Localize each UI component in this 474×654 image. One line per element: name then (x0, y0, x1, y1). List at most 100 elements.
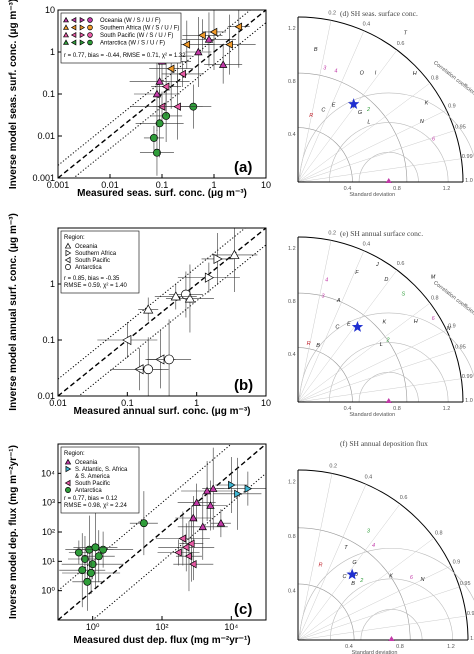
data-point (213, 253, 223, 265)
corr-tick-label: 0.99 (467, 611, 474, 617)
corr-tick-label: 0.8 (431, 75, 439, 81)
legend-marker (63, 39, 69, 45)
taylor-diagram-3: 0.2 0.4 0.6 0.8 0.9 0.95 0.99 1.0 1.2 0.8 0.4 0.4 0.… (284, 436, 474, 654)
legend-marker (65, 249, 72, 257)
data-point (143, 304, 154, 314)
std-tick-label-x: 1.2 (443, 186, 451, 192)
legend-marker (63, 24, 69, 30)
data-point (174, 548, 182, 557)
scatter-panel-a: 0.001 0.01 0.1 1 10 0.001 0.01 0.1 1 10 Measured s… (8, 0, 271, 199)
legend-marker (70, 39, 77, 46)
data-point (74, 548, 83, 557)
data-point (143, 364, 154, 375)
taylor-frame (284, 436, 472, 648)
stats-text: r = 0.85, bias = -0.35 (64, 276, 120, 282)
legend-marker (64, 256, 71, 264)
corr-ray (297, 329, 447, 403)
model-label: C (342, 574, 346, 580)
corr-ray (297, 269, 398, 403)
y-tick-label: 10² (42, 527, 55, 537)
data-point (99, 545, 108, 554)
rms-arc (299, 312, 474, 403)
model-label: B (351, 581, 355, 587)
y-tick-label: 0.01 (37, 131, 55, 141)
std-axis-label: Standard deviation (349, 412, 395, 418)
legend-label: & S. America (75, 474, 110, 480)
legend: Oceania (W / S / U / F) Southern Africa (… (60, 12, 186, 64)
model-label: K (425, 100, 429, 106)
std-tick-label-x: 0.8 (393, 406, 401, 412)
model-label: T (344, 545, 348, 551)
corr-tick-label: 0.6 (400, 495, 408, 501)
corr-tick-label: 0.99 (462, 154, 473, 160)
data-point (204, 35, 214, 43)
corr-tick-label: 0.2 (328, 10, 336, 16)
corr-ray (297, 250, 365, 403)
x-tick-label: 0.001 (47, 180, 70, 190)
corr-ray (297, 473, 333, 641)
legend-label: Antarctica (75, 265, 102, 271)
data-point (87, 569, 96, 577)
legend-label: Oceania (75, 244, 98, 250)
legend-marker (70, 17, 77, 23)
y-axis-label: Inverse model seas. surf. conc. (μg m⁻³) (8, 0, 19, 189)
corr-tick-label: 0.4 (365, 475, 373, 481)
legend-label: South Pacific (75, 258, 110, 264)
corr-ray (297, 503, 401, 641)
x-tick-label: 10 (261, 180, 271, 190)
legend-marker (65, 465, 72, 473)
model-label: E (347, 322, 351, 328)
std-tick-label: 0.8 (288, 534, 296, 540)
std-arc (297, 127, 353, 183)
rms-arc (360, 609, 423, 641)
std-tick-label-x: 1.2 (443, 406, 451, 412)
data-point (206, 501, 215, 509)
std-tick-label: 0.4 (288, 132, 296, 138)
legend-label: S. Atlantic, S. Africa (75, 467, 128, 473)
corr-ray (297, 537, 435, 641)
model-label: 6 (432, 316, 436, 322)
data-point (178, 534, 187, 543)
corr-ray (297, 49, 398, 183)
y-tick-label: 1 (50, 47, 55, 57)
y-tick-label: 10³ (42, 498, 55, 508)
corr-ray (297, 20, 332, 183)
data-point (209, 484, 218, 492)
data-point (234, 489, 242, 499)
x-tick-label: 10 (261, 398, 271, 408)
model-label: K (389, 574, 393, 580)
std-arc (297, 236, 464, 403)
data-point (164, 354, 174, 365)
legend-marker (63, 16, 69, 23)
data-point (155, 119, 164, 128)
model-label: N (447, 326, 451, 332)
corr-ray (297, 30, 365, 183)
legend-marker (87, 32, 93, 38)
x-axis-label: Measured seas. surf. conc. (μg m⁻³) (77, 188, 247, 199)
data-point (83, 577, 92, 586)
y-tick-label: 10⁰ (41, 586, 55, 596)
std-axis-label: Standard deviation (352, 650, 398, 654)
panel-label: (c) (234, 601, 252, 618)
data-point (186, 539, 195, 548)
model-label: O (360, 71, 365, 77)
taylor-title: (e) SH annual surface conc. (340, 229, 423, 238)
model-label: E (332, 103, 336, 109)
legend-marker (87, 39, 93, 46)
y-tick-label: 10 (45, 5, 55, 15)
std-tick-label-x: 0.4 (344, 186, 352, 192)
x-axis-label: Measured dust dep. flux (mg m⁻²yr⁻¹) (73, 635, 250, 646)
legend-marker (64, 479, 71, 487)
one-to-one-line (58, 228, 266, 396)
corr-ray (297, 82, 431, 183)
stats-text: r = 0.77, bias = -0.44, RMSE = 0.71, χ² … (64, 53, 186, 59)
rms-arc (329, 122, 449, 183)
corr-tick-label: 0.95 (455, 125, 466, 131)
reference-lines (58, 10, 266, 178)
legend-marker (70, 32, 77, 38)
std-tick-label: 0.4 (288, 588, 296, 594)
legend-label: Antarctica (75, 488, 102, 494)
legend-marker (63, 31, 69, 38)
